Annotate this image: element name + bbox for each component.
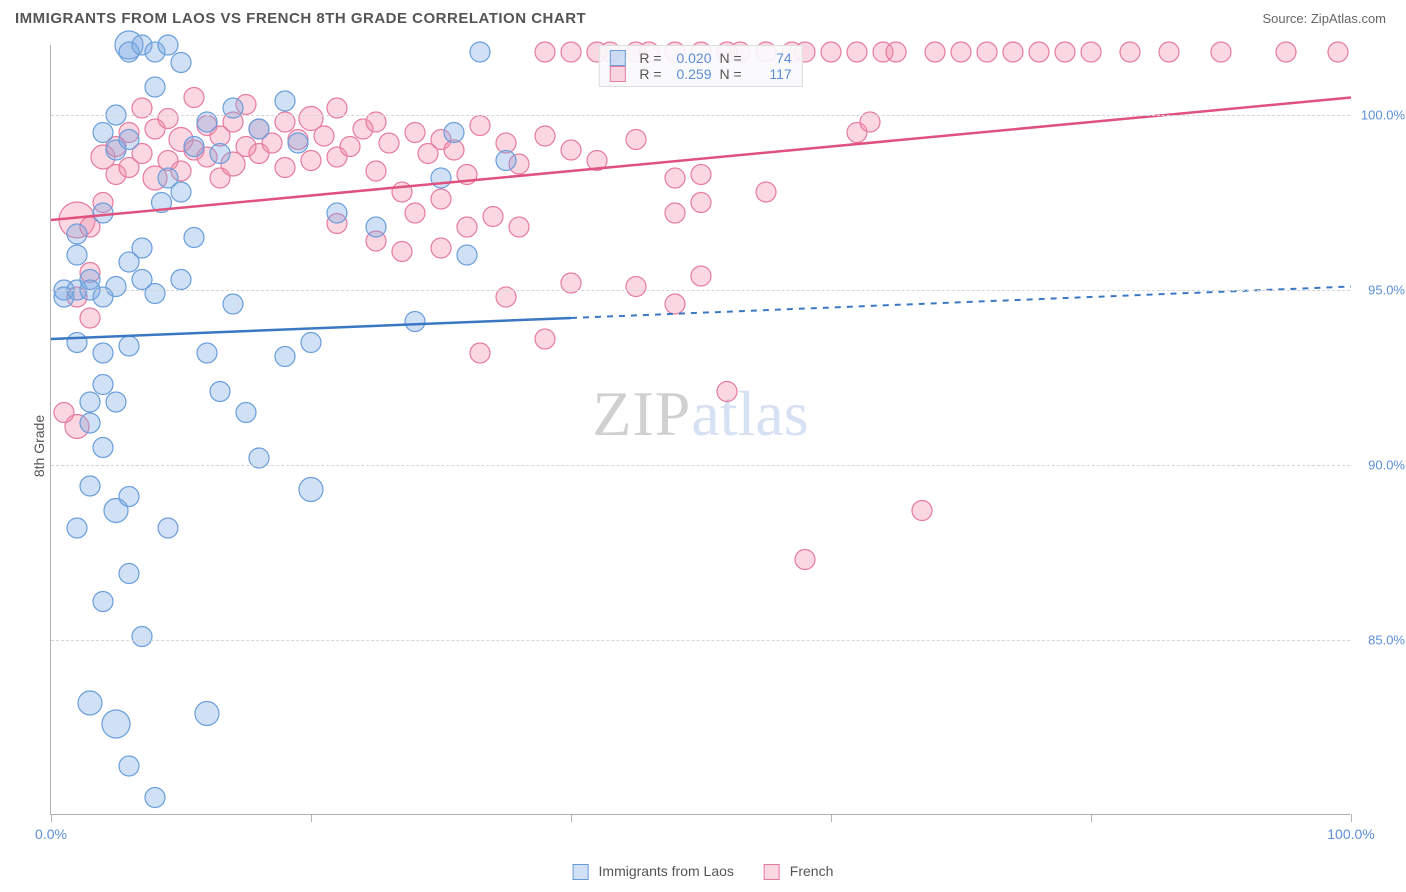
source-label: Source: ZipAtlas.com (1262, 11, 1386, 26)
legend-label-french: French (790, 863, 834, 879)
swatch-french (609, 66, 625, 82)
chart-plot-area: ZIPatlas R = 0.020 N = 74 R = 0.259 N = … (50, 45, 1350, 815)
stats-row-laos: R = 0.020 N = 74 (609, 50, 791, 66)
stat-n-laos: 74 (750, 50, 792, 66)
chart-header: IMMIGRANTS FROM LAOS VS FRENCH 8TH GRADE… (0, 0, 1406, 32)
legend-item-laos: Immigrants from Laos (573, 863, 734, 880)
chart-title: IMMIGRANTS FROM LAOS VS FRENCH 8TH GRADE… (15, 10, 586, 27)
xtick-label: 100.0% (1327, 826, 1374, 842)
stats-legend-box: R = 0.020 N = 74 R = 0.259 N = 117 (598, 45, 802, 87)
stat-r-french: 0.259 (670, 66, 712, 82)
ytick-label: 100.0% (1361, 108, 1405, 123)
stats-row-french: R = 0.259 N = 117 (609, 66, 791, 82)
plot-svg (51, 45, 1350, 814)
stat-r-label: R = (639, 66, 661, 82)
ytick-label: 90.0% (1368, 458, 1405, 473)
ytick-label: 95.0% (1368, 283, 1405, 298)
legend-item-french: French (764, 863, 833, 880)
stat-r-laos: 0.020 (670, 50, 712, 66)
stat-n-label: N = (720, 50, 742, 66)
y-axis-label: 8th Grade (31, 415, 47, 477)
legend-label-laos: Immigrants from Laos (599, 863, 734, 879)
swatch-laos-icon (573, 864, 589, 880)
stat-n-french: 117 (750, 66, 792, 82)
xtick-label: 0.0% (35, 826, 67, 842)
ytick-label: 85.0% (1368, 633, 1405, 648)
bottom-legend: Immigrants from Laos French (573, 863, 834, 880)
stat-n-label: N = (720, 66, 742, 82)
swatch-laos (609, 50, 625, 66)
stat-r-label: R = (639, 50, 661, 66)
swatch-french-icon (764, 864, 780, 880)
